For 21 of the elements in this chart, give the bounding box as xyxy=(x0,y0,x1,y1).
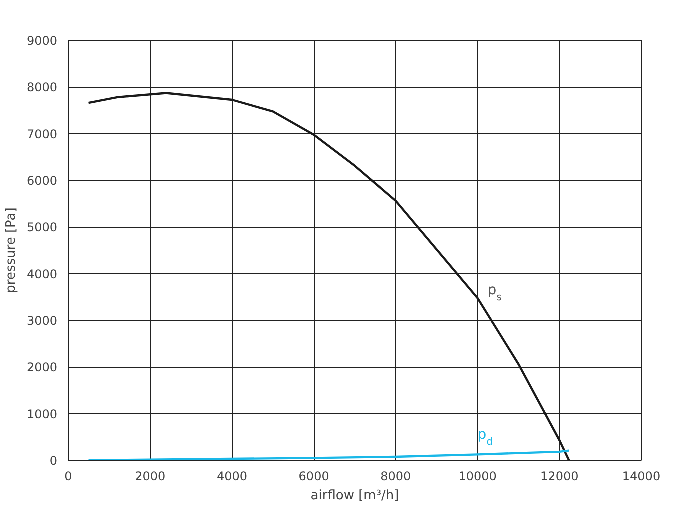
y-tick-label: 8000 xyxy=(26,80,58,95)
y-tick-label: 3000 xyxy=(26,314,58,328)
y-axis-title: pressure [Pa] xyxy=(4,208,19,294)
x-tick-label: 8000 xyxy=(380,470,412,484)
y-tick-label: 2000 xyxy=(26,360,58,375)
y-tick-label: 6000 xyxy=(26,174,58,188)
x-tick-label: 12000 xyxy=(540,470,579,484)
x-tick-label: 6000 xyxy=(298,470,330,484)
x-tick-label: 14000 xyxy=(622,470,661,484)
x-tick-label: 2000 xyxy=(135,470,166,484)
y-tick-label: 5000 xyxy=(26,220,58,235)
x-tick-label: 10000 xyxy=(458,470,497,484)
x-tick-label: 0 xyxy=(64,470,72,484)
x-axis-title: airflow [m³/h] xyxy=(310,488,400,504)
y-tick-label: 4000 xyxy=(26,267,58,282)
y-tick-label: 7000 xyxy=(26,127,58,142)
line-series xyxy=(88,450,570,460)
y-tick-label: 1000 xyxy=(26,407,58,422)
x-tick-label: 4000 xyxy=(216,470,248,484)
y-tick-label: 9000 xyxy=(26,34,58,48)
y-tick-label: 0 xyxy=(50,454,58,468)
